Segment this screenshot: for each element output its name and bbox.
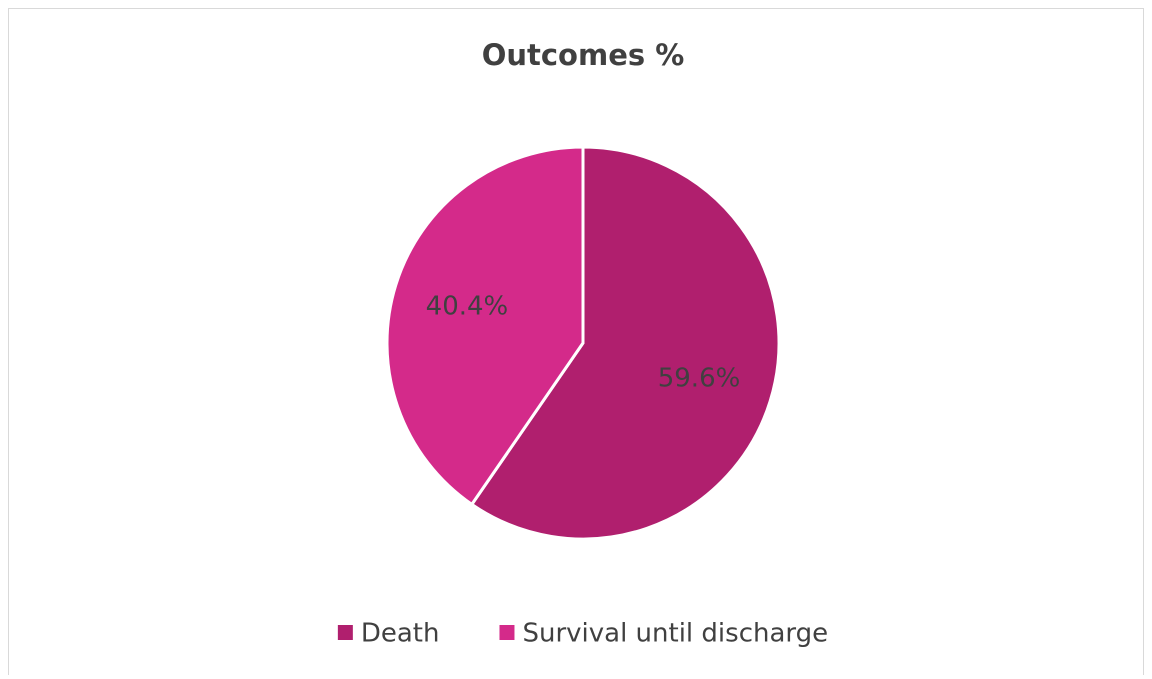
legend-swatch: [337, 625, 353, 640]
pie-slice: [469, 145, 781, 541]
legend-label: Death: [361, 619, 440, 649]
legend-swatch: [499, 625, 515, 640]
legend-label: Survival until discharge: [522, 619, 828, 649]
data-label: 59.6%: [658, 364, 741, 394]
pie-slice: [385, 145, 585, 507]
chart-title: Outcomes %: [482, 38, 685, 72]
data-label: 40.4%: [426, 291, 509, 321]
